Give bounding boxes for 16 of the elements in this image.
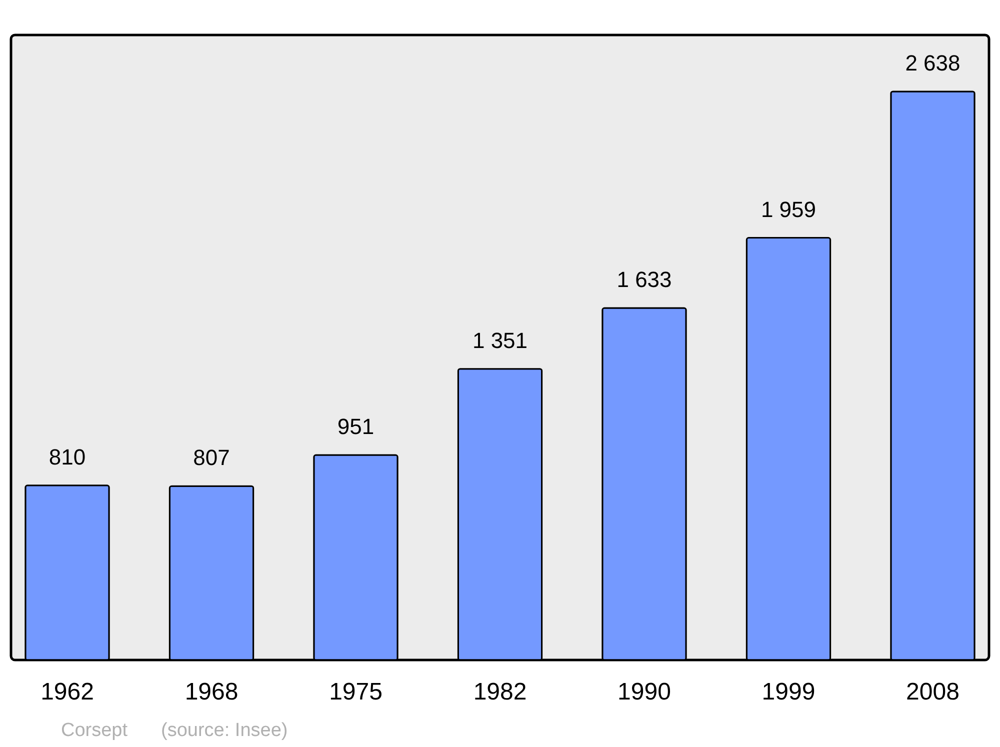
data-label: 2 638: [905, 50, 960, 76]
text: (source: Insee): [161, 720, 288, 741]
data-label: 807: [193, 445, 230, 470]
data-label: 810: [48, 444, 86, 470]
x-tick-label: 1990: [618, 678, 671, 706]
data-label: 1 959: [760, 196, 816, 222]
data-label: 1 351: [472, 328, 528, 353]
x-tick-label: 1975: [329, 678, 382, 706]
text: Corsept: [61, 720, 128, 741]
x-tick-label: 1982: [473, 678, 527, 706]
x-tick-label: 1968: [184, 678, 238, 706]
data-label: 1 633: [616, 267, 672, 292]
x-tick-label: 1962: [40, 678, 94, 706]
x-tick-label: 2008: [906, 678, 960, 706]
x-tick-label: 1999: [762, 678, 816, 706]
data-label: 951: [337, 414, 374, 440]
